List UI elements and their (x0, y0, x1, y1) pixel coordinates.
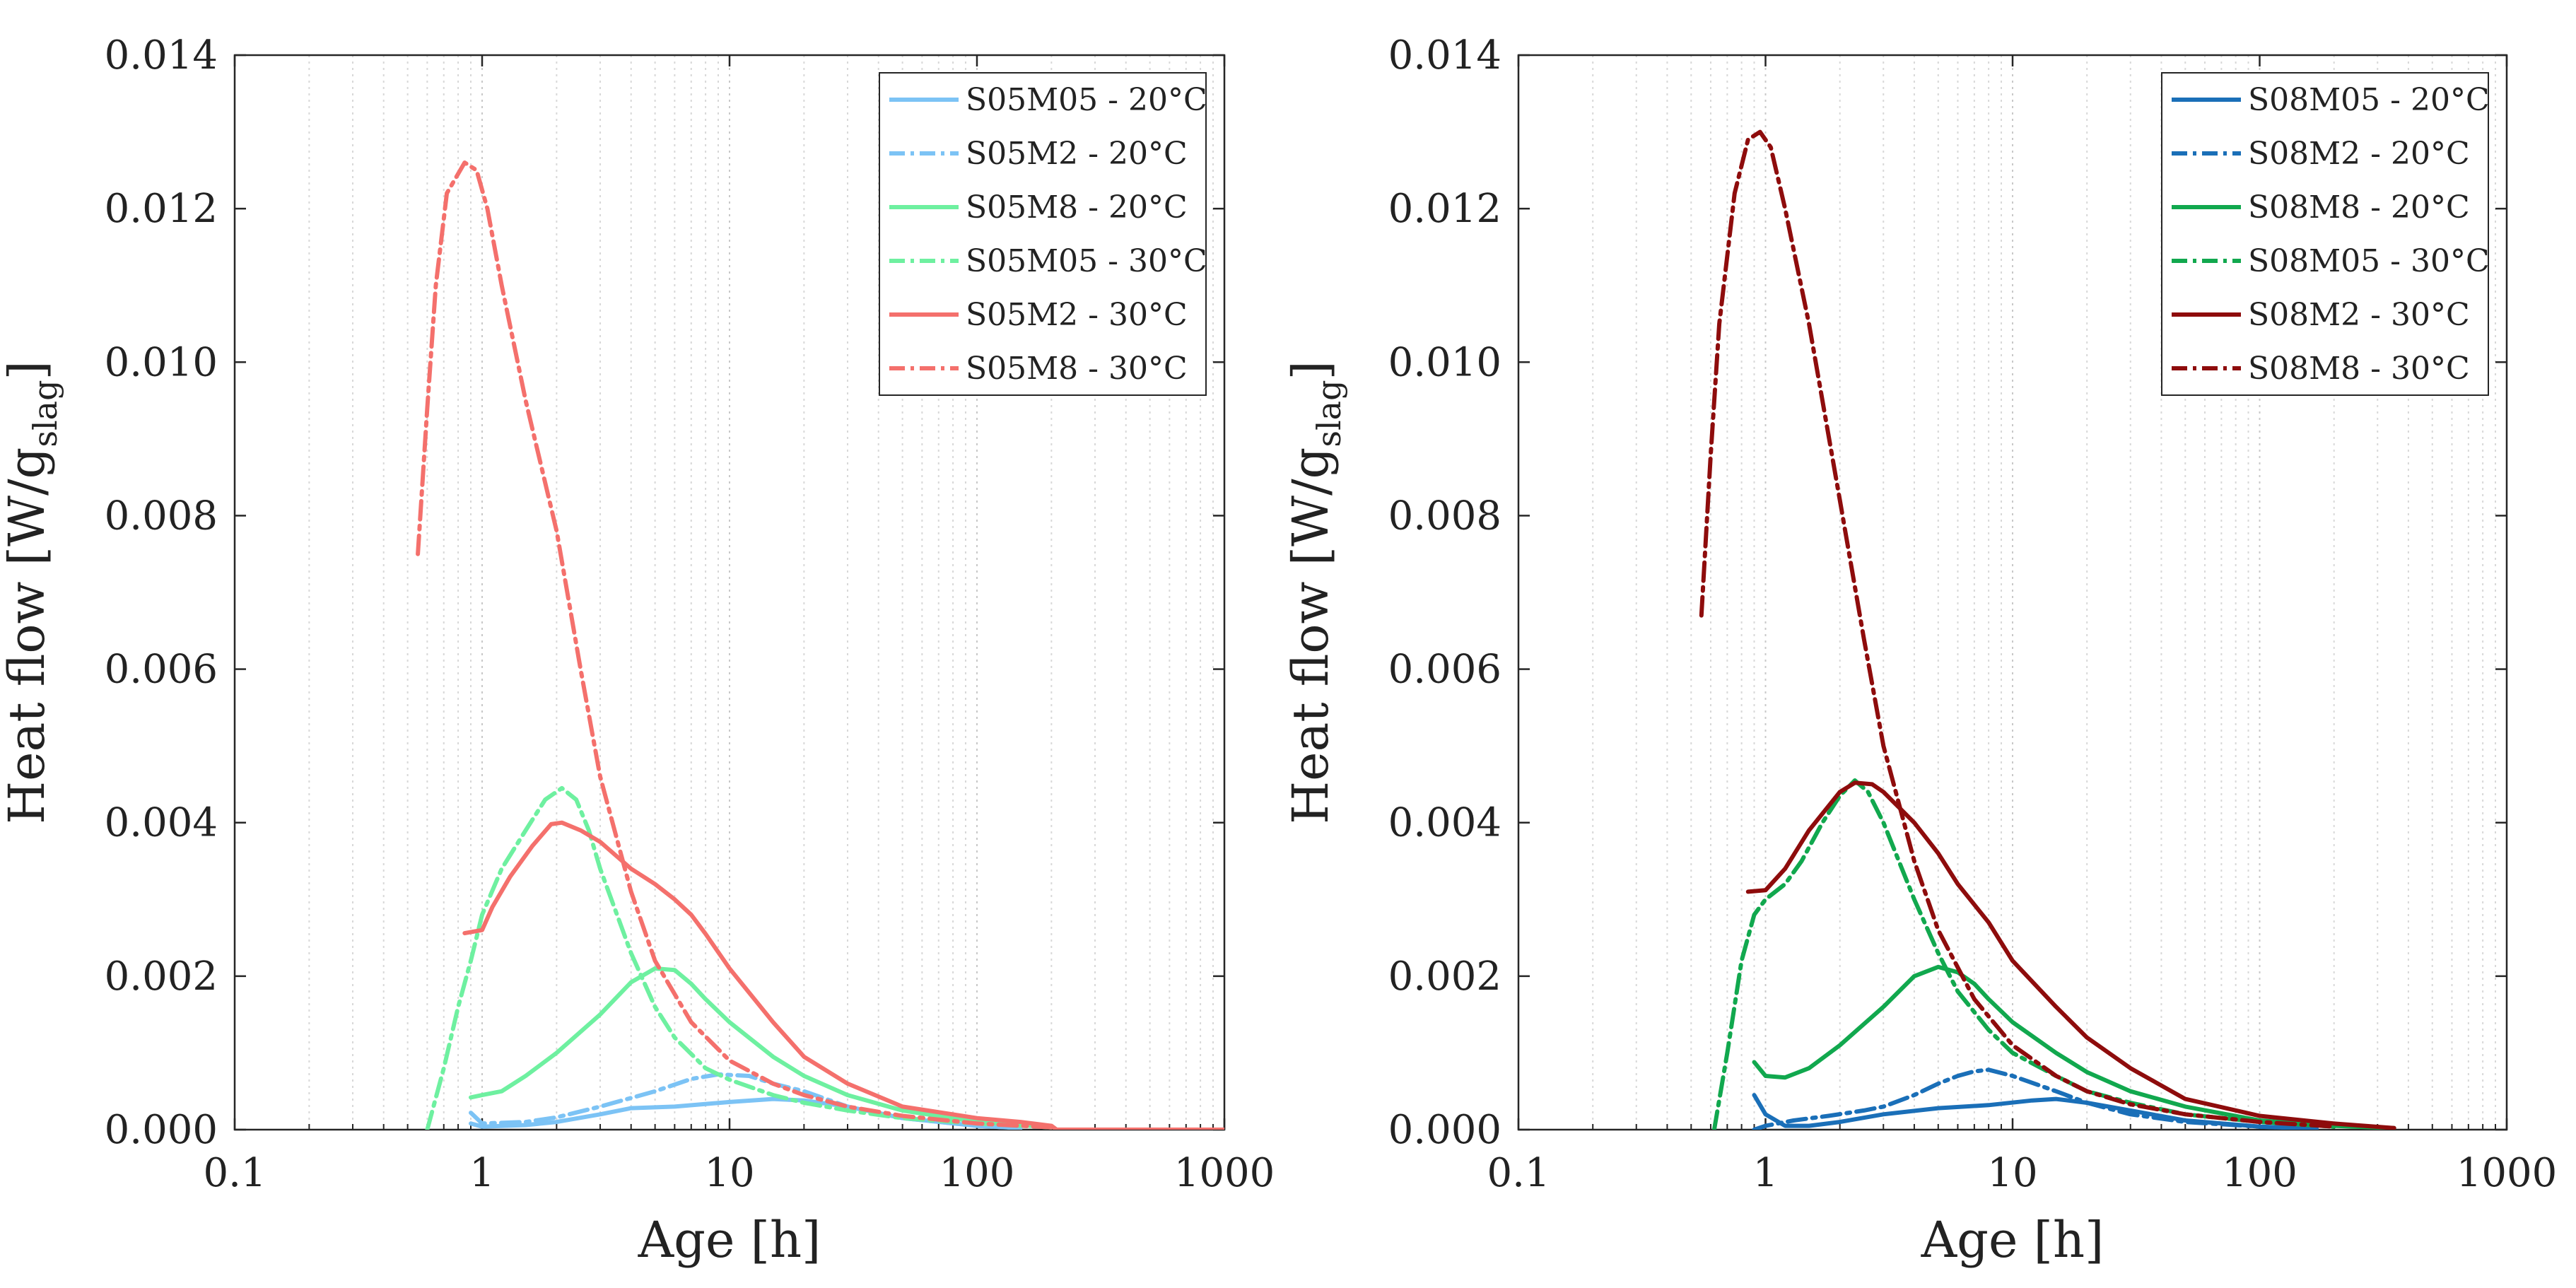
chart-panel-1: 0.1 1 10 100 1000 0.000 0.002 0.004 0.006 0.008 0.… (0, 33, 1275, 1269)
y-tick-label: 0.004 (105, 800, 218, 846)
legend-box (2161, 72, 2489, 396)
y-axis-title: Heat flow [W/gslag] (1282, 361, 1348, 824)
y-tick-label: 0.006 (105, 647, 218, 693)
series-line-2 (1752, 1067, 2319, 1130)
series-line-1 (1752, 1093, 2319, 1130)
legend-label-5: S08M2 - 30°C (2248, 297, 2470, 333)
y-tick-label: 0.010 (105, 339, 218, 385)
legend-label-3: S08M8 - 20°C (2248, 189, 2470, 226)
y-axis-title-end: ] (0, 361, 56, 380)
series-line-3 (469, 966, 1054, 1130)
series-lines (1699, 129, 2396, 1130)
legend: S08M05 - 20°C S08M2 - 20°C S08M8 - 20°C S08… (2161, 72, 2490, 396)
series-line-6 (1699, 129, 2336, 1129)
x-axis-title: Age [h] (1921, 1211, 2104, 1269)
series-line-6 (416, 160, 1054, 1130)
x-tick-label: 100 (2222, 1150, 2297, 1196)
y-tick-label: 0.014 (105, 33, 218, 78)
y-tick-label: 0.010 (1388, 339, 1501, 385)
legend-label-6: S08M8 - 30°C (2248, 351, 2470, 387)
x-tick-label: 1000 (2457, 1150, 2558, 1196)
legend-label-2: S08M2 - 20°C (2248, 136, 2470, 172)
legend-label-3: S05M8 - 20°C (966, 189, 1188, 226)
legend: S05M05 - 20°C S05M2 - 20°C S05M8 - 20°C S05… (879, 72, 1207, 396)
legend-label-1: S05M05 - 20°C (966, 82, 1207, 118)
y-tick-label: 0.006 (1388, 647, 1501, 693)
x-tick-label: 1000 (1174, 1150, 1275, 1196)
x-axis-title: Age [h] (638, 1211, 821, 1269)
x-tick-label: 10 (704, 1150, 754, 1196)
y-axis-title-subscript: slag (26, 380, 64, 447)
x-tick-label: 1 (1753, 1150, 1779, 1196)
y-tick-label: 0.002 (1388, 954, 1501, 1000)
y-axis-title-main: Heat flow [W/g (1282, 447, 1340, 824)
x-tick-label: 100 (939, 1150, 1015, 1196)
y-tick-label: 0.008 (105, 493, 218, 539)
legend-label-1: S08M05 - 20°C (2248, 82, 2490, 118)
legend-label-4: S08M05 - 30°C (2248, 243, 2490, 279)
y-tick-label: 0.004 (1388, 800, 1501, 846)
x-tick-label: 10 (1987, 1150, 2037, 1196)
x-tick-label: 0.1 (1487, 1150, 1550, 1196)
series-lines (416, 160, 1224, 1130)
series-line-5 (462, 820, 1224, 1130)
y-axis-title-subscript: slag (1310, 380, 1348, 447)
legend-label-5: S05M2 - 30°C (966, 297, 1188, 333)
y-tick-label: 0.002 (105, 954, 218, 1000)
x-tick-label: 0.1 (203, 1150, 266, 1196)
y-tick-label: 0.008 (1388, 493, 1501, 539)
y-tick-label: 0.012 (1388, 186, 1501, 232)
legend-label-4: S05M05 - 30°C (966, 243, 1207, 279)
y-tick-label: 0.014 (1388, 33, 1501, 78)
y-axis-title: Heat flow [W/gslag] (0, 361, 64, 824)
legend-label-6: S05M8 - 30°C (966, 351, 1188, 387)
series-line-3 (1752, 964, 2396, 1130)
x-tick-label: 1 (469, 1150, 495, 1196)
y-tick-label: 0.000 (1388, 1107, 1501, 1153)
y-tick-label: 0.000 (105, 1107, 218, 1153)
series-line-5 (1745, 780, 2396, 1130)
y-tick-label: 0.012 (105, 186, 218, 232)
legend-label-2: S05M2 - 20°C (966, 136, 1188, 172)
chart-panel-2: 0.1 1 10 100 1000 0.000 0.002 0.004 0.006 0.008 0.… (1282, 33, 2557, 1269)
legend-box (879, 72, 1207, 396)
y-axis-title-end: ] (1282, 361, 1340, 380)
y-axis-title-main: Heat flow [W/g (0, 447, 56, 824)
